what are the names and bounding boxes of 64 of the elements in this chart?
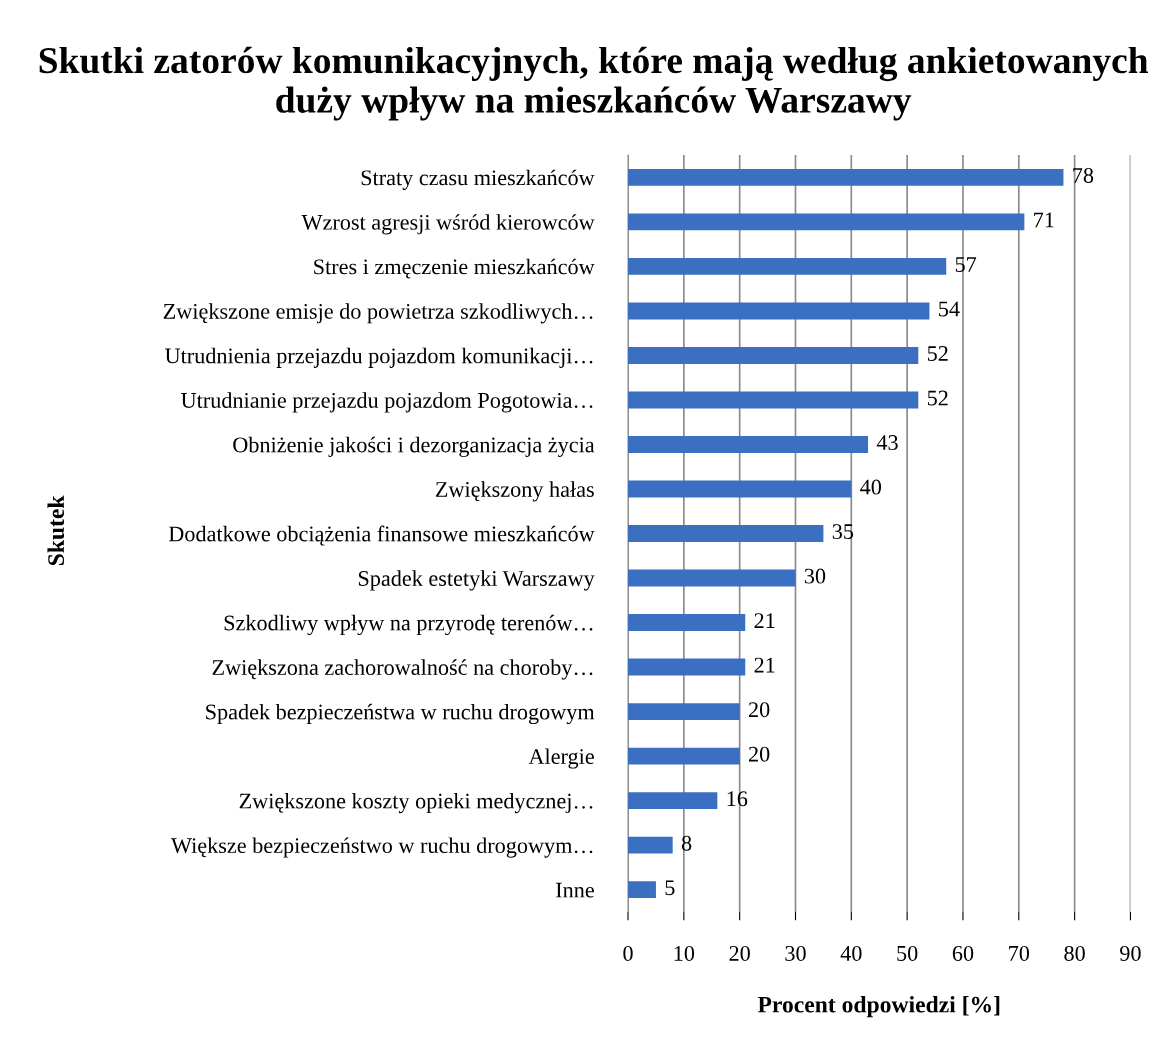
bar <box>628 168 1064 186</box>
bar <box>628 257 947 275</box>
bar <box>628 614 746 632</box>
y-tick-label: Spadek bezpieczeństwa w ruchu drogowym <box>206 703 595 725</box>
bar <box>628 346 919 364</box>
y-tick-label: Utrudnienia przejazdu pojazdom komunikacji… <box>165 347 593 368</box>
x-tick-label: 50 <box>897 945 918 961</box>
data-label: 5 <box>665 880 675 896</box>
x-tick-label: 90 <box>1120 945 1141 961</box>
data-label: 21 <box>754 657 775 673</box>
x-tick-label: 80 <box>1064 945 1085 961</box>
y-tick-label: Straty czasu mieszkańców <box>361 169 595 190</box>
y-tick-label: Spadek estetyki Warszawy <box>358 570 595 591</box>
data-label: 78 <box>1073 167 1094 183</box>
x-tick-label: 70 <box>1009 945 1030 961</box>
y-tick-label: Szkodliwy wpływ na przyrodę terenów… <box>224 614 593 636</box>
data-label: 52 <box>927 390 948 406</box>
y-tick-label: Obniżenie jakości i dezorganizacja życia <box>233 436 595 457</box>
bar <box>628 302 930 320</box>
data-label: 20 <box>748 746 770 762</box>
y-tick-label: Zwiększona zachorowalność na choroby… <box>212 659 593 680</box>
x-tick-label: 60 <box>952 945 974 961</box>
data-label: 8 <box>681 835 692 851</box>
bar <box>628 836 673 854</box>
bar <box>628 658 746 676</box>
bar <box>628 703 740 721</box>
data-label: 71 <box>1034 212 1054 228</box>
data-label: 20 <box>748 702 770 718</box>
chart-title: Skutki zatorów komunikacyjnych, które mają według ankietowanych duży wpływ na mieszkańców Warszawy <box>39 46 1149 121</box>
data-label: 35 <box>832 524 854 540</box>
data-label: 57 <box>955 257 977 272</box>
data-label: 30 <box>804 568 826 584</box>
bar <box>628 747 740 765</box>
bar <box>628 436 869 453</box>
x-tick-label: 10 <box>674 945 695 961</box>
y-tick-label: Utrudnianie przejazdu pojazdom Pogotowia… <box>181 392 593 413</box>
bar <box>628 525 824 542</box>
x-tick-label: 40 <box>840 945 862 961</box>
data-label: 54 <box>939 301 960 317</box>
x-axis-title: Procent odpowiedzi [%] <box>757 995 1000 1018</box>
y-axis-title: Skutek <box>47 495 65 566</box>
bar <box>628 391 919 409</box>
y-tick-label: Alergie <box>528 748 594 769</box>
data-label: 16 <box>727 791 748 807</box>
x-tick-label: 30 <box>785 945 806 961</box>
bar <box>628 480 852 498</box>
data-label: 21 <box>754 613 775 628</box>
y-tick-label: Wzrost agresji wśród kierowców <box>301 214 595 235</box>
bar <box>628 569 796 587</box>
data-label: 52 <box>927 346 948 361</box>
data-label: 40 <box>860 479 882 495</box>
bar <box>628 881 656 899</box>
bar <box>628 213 1025 231</box>
y-tick-label: Dodatkowe obciążenia finansowe mieszkańców <box>168 525 595 546</box>
y-tick-label: Inne <box>556 882 594 898</box>
x-tick-label: 20 <box>729 945 750 961</box>
y-tick-label: Stres i zmęczenie mieszkańców <box>314 258 595 279</box>
y-tick-label: Zwiększone koszty opieki medycznej… <box>239 792 593 814</box>
y-tick-label: Zwiększony hałas <box>435 481 594 502</box>
bar <box>628 792 718 810</box>
x-tick-label: 0 <box>623 945 633 961</box>
data-label: 43 <box>876 435 898 451</box>
y-tick-label: Zwiększone emisje do powietrza szkodliwych… <box>163 303 593 324</box>
y-tick-label: Większe bezpieczeństwo w ruchu drogowym… <box>171 837 593 858</box>
